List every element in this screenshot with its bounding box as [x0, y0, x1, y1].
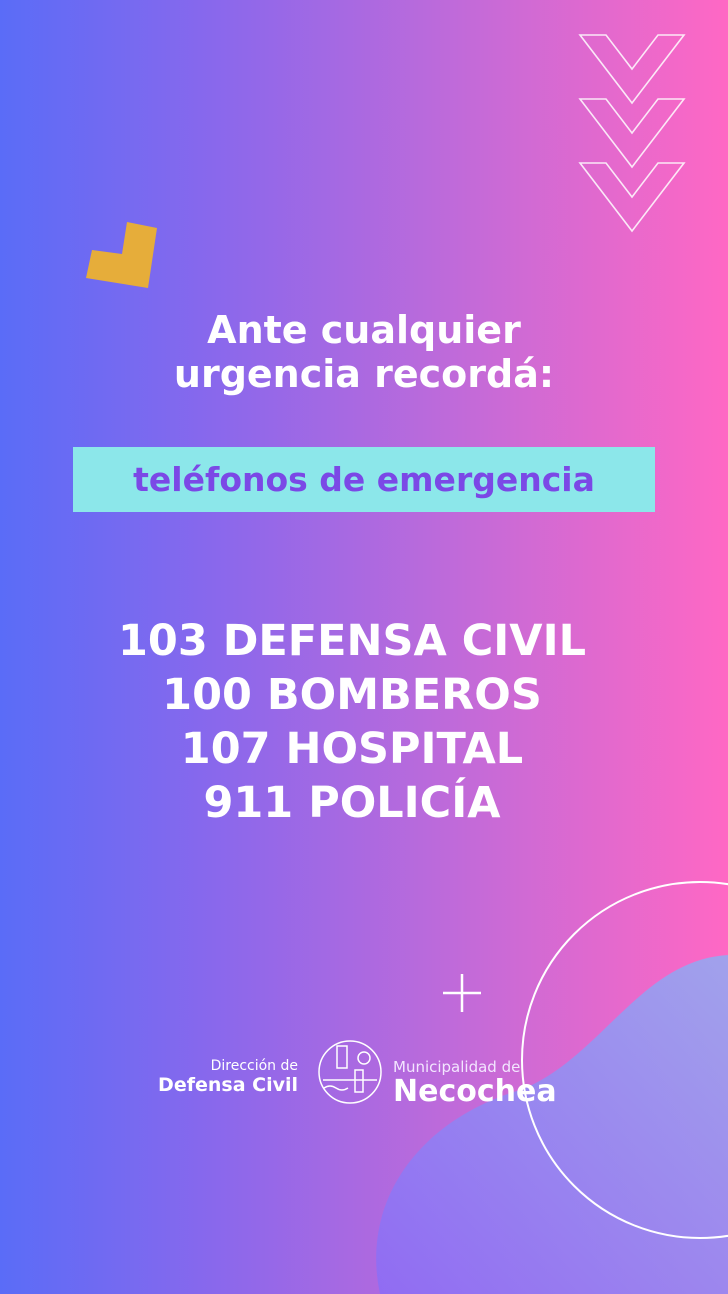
- logo-left-big: Defensa Civil: [158, 1074, 298, 1096]
- number-defensa-civil: 103 DEFENSA CIVIL: [118, 616, 586, 666]
- lighthouse-city-emblem-icon: [318, 1040, 382, 1104]
- logo-left-small: Dirección de: [210, 1058, 298, 1074]
- number-policia: 911 POLICÍA: [203, 778, 501, 828]
- corner-accent-icon: [86, 222, 157, 288]
- number-bomberos: 100 BOMBEROS: [162, 670, 542, 720]
- number-hospital: 107 HOSPITAL: [180, 724, 524, 774]
- plus-icon: [443, 974, 481, 1012]
- logo-right-big: Necochea: [393, 1074, 557, 1109]
- chevrons-icon: [578, 34, 686, 233]
- emergency-numbers-list: 103 DEFENSA CIVIL 100 BOMBEROS 107 HOSPI…: [0, 614, 704, 830]
- heading: Ante cualquier urgencia recordá:: [0, 308, 728, 396]
- logo-right-small: Municipalidad de: [393, 1058, 521, 1076]
- heading-line-1: Ante cualquier: [207, 308, 521, 352]
- emergency-phones-banner: teléfonos de emergencia: [73, 447, 655, 512]
- heading-line-2: urgencia recordá:: [173, 352, 555, 396]
- defensa-civil-logo: Dirección de Defensa Civil: [158, 1058, 298, 1096]
- circle-outline: [521, 881, 728, 1239]
- blob-shape: [376, 955, 728, 1294]
- municipalidad-logo: Municipalidad de Necochea: [393, 1058, 557, 1108]
